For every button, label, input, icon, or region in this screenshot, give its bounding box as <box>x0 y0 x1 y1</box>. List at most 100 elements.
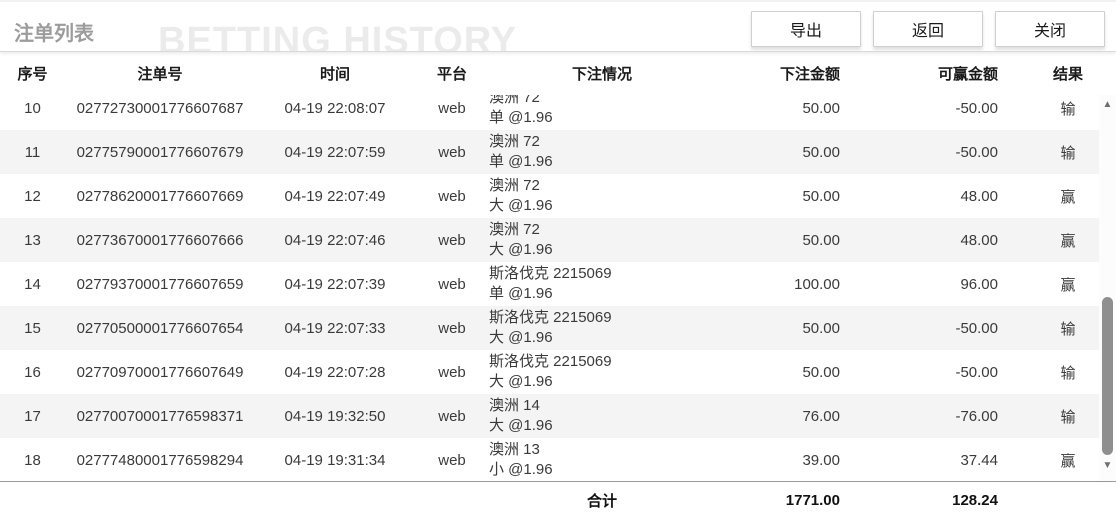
title-bar: 注单列表 BETTING HISTORY 导出 返回 关闭 <box>0 2 1116 52</box>
close-button[interactable]: 关闭 <box>995 11 1105 47</box>
cell-time: 04-19 22:07:39 <box>284 275 386 293</box>
detail-line1: 澳洲 72 <box>489 221 540 238</box>
table-body[interactable]: 10 02772730001776607687 04-19 22:08:07 w… <box>0 95 1116 481</box>
footer-total-label: 合计 <box>586 492 617 510</box>
detail-line1: 澳洲 72 <box>489 95 540 106</box>
cell-platform: web <box>438 319 466 337</box>
table-row: 10 02772730001776607687 04-19 22:08:07 w… <box>0 95 1116 130</box>
cell-bet-no: 02779370001776607659 <box>76 275 244 293</box>
table-row: 14 02779370001776607659 04-19 22:07:39 w… <box>0 262 1116 306</box>
cell-platform: web <box>438 363 466 381</box>
table-row: 15 02770500001776607654 04-19 22:07:33 w… <box>0 306 1116 350</box>
cell-amount: 50.00 <box>802 143 840 161</box>
cell-bet-no: 02770970001776607649 <box>76 363 244 381</box>
scrollbar-thumb[interactable] <box>1102 297 1113 455</box>
cell-time: 04-19 22:07:33 <box>284 319 386 337</box>
cell-detail: 澳洲 72 单 @1.96 <box>489 132 715 172</box>
cell-platform: web <box>438 451 466 469</box>
cell-platform: web <box>438 143 466 161</box>
scroll-down-icon[interactable]: ▼ <box>1102 460 1113 471</box>
cell-result: 输 <box>1060 100 1076 118</box>
cell-time: 04-19 22:07:28 <box>284 363 386 381</box>
scrollbar[interactable]: ▲ ▼ <box>1099 95 1116 481</box>
detail-line1: 澳洲 13 <box>489 441 540 458</box>
cell-amount: 50.00 <box>802 187 840 205</box>
cell-platform: web <box>438 407 466 425</box>
scroll-up-icon[interactable]: ▲ <box>1102 99 1113 110</box>
cell-seq: 16 <box>24 363 41 381</box>
cell-bet-no: 02773670001776607666 <box>76 231 244 249</box>
table-row: 16 02770970001776607649 04-19 22:07:28 w… <box>0 350 1116 394</box>
cell-seq: 17 <box>24 407 41 425</box>
column-header-platform: 平台 <box>436 66 467 83</box>
detail-line2: 大 @1.96 <box>489 417 553 434</box>
cell-seq: 12 <box>24 187 41 205</box>
cell-result: 输 <box>1060 320 1076 338</box>
detail-line2: 大 @1.96 <box>489 373 553 390</box>
cell-result: 赢 <box>1060 232 1076 250</box>
cell-win: 48.00 <box>960 187 998 205</box>
cell-detail: 斯洛伐克 2215069 大 @1.96 <box>489 352 715 392</box>
detail-line2: 大 @1.96 <box>489 241 553 258</box>
cell-result: 输 <box>1060 144 1076 162</box>
table-row: 11 02775790001776607679 04-19 22:07:59 w… <box>0 130 1116 174</box>
detail-line2: 单 @1.96 <box>489 109 553 126</box>
cell-detail: 澳洲 72 大 @1.96 <box>489 220 715 260</box>
cell-detail: 澳洲 13 小 @1.96 <box>489 440 715 480</box>
cell-time: 04-19 22:07:46 <box>284 231 386 249</box>
detail-line2: 小 @1.96 <box>489 461 553 478</box>
cell-detail: 澳洲 72 大 @1.96 <box>489 176 715 216</box>
cell-amount: 50.00 <box>802 231 840 249</box>
cell-time: 04-19 22:07:59 <box>284 143 386 161</box>
column-header-result: 结果 <box>1052 66 1083 83</box>
cell-time: 04-19 22:07:49 <box>284 187 386 205</box>
cell-win: 48.00 <box>960 231 998 249</box>
table-row: 13 02773670001776607666 04-19 22:07:46 w… <box>0 218 1116 262</box>
table-header-row: 序号 注单号 时间 平台 下注情况 下注金额 可赢金额 结果 <box>0 52 1116 95</box>
cell-detail: 斯洛伐克 2215069 大 @1.96 <box>489 308 715 348</box>
export-button[interactable]: 导出 <box>751 11 861 47</box>
detail-line1: 斯洛伐克 2215069 <box>489 309 612 326</box>
cell-bet-no: 02772730001776607687 <box>76 99 244 117</box>
cell-win: -50.00 <box>955 143 998 161</box>
page-title: 注单列表 <box>14 23 94 45</box>
cell-platform: web <box>438 187 466 205</box>
cell-amount: 50.00 <box>802 319 840 337</box>
footer-win-total: 128.24 <box>952 491 998 509</box>
cell-platform: web <box>438 231 466 249</box>
cell-seq: 13 <box>24 231 41 249</box>
table-footer-row: 合计 1771.00 128.24 <box>0 481 1116 518</box>
cell-detail: 澳洲 72 单 @1.96 <box>489 95 715 128</box>
detail-line1: 斯洛伐克 2215069 <box>489 265 612 282</box>
column-header-detail: 下注情况 <box>571 66 632 83</box>
cell-win: -50.00 <box>955 319 998 337</box>
cell-result: 输 <box>1060 364 1076 382</box>
cell-win: -50.00 <box>955 363 998 381</box>
cell-result: 赢 <box>1060 188 1076 206</box>
detail-line2: 大 @1.96 <box>489 197 553 214</box>
watermark-text: BETTING HISTORY <box>158 20 518 52</box>
cell-bet-no: 02777480001776598294 <box>76 451 244 469</box>
cell-platform: web <box>438 99 466 117</box>
cell-result: 赢 <box>1060 452 1076 470</box>
detail-line1: 澳洲 72 <box>489 133 540 150</box>
column-header-time: 时间 <box>319 66 350 83</box>
cell-bet-no: 02770500001776607654 <box>76 319 244 337</box>
cell-bet-no: 02770070001776598371 <box>76 407 244 425</box>
footer-amount-total: 1771.00 <box>785 491 840 509</box>
cell-time: 04-19 19:31:34 <box>284 451 386 469</box>
back-button[interactable]: 返回 <box>873 11 983 47</box>
cell-time: 04-19 19:32:50 <box>284 407 386 425</box>
cell-bet-no: 02775790001776607679 <box>76 143 244 161</box>
cell-win: -50.00 <box>955 99 998 117</box>
detail-line2: 大 @1.96 <box>489 329 553 346</box>
cell-bet-no: 02778620001776607669 <box>76 187 244 205</box>
cell-win: 96.00 <box>960 275 998 293</box>
cell-result: 赢 <box>1060 276 1076 294</box>
detail-line1: 澳洲 72 <box>489 177 540 194</box>
detail-line1: 斯洛伐克 2215069 <box>489 353 612 370</box>
table-row: 17 02770070001776598371 04-19 19:32:50 w… <box>0 394 1116 438</box>
column-header-bet-no: 注单号 <box>137 66 183 83</box>
cell-seq: 18 <box>24 451 41 469</box>
cell-time: 04-19 22:08:07 <box>284 99 386 117</box>
